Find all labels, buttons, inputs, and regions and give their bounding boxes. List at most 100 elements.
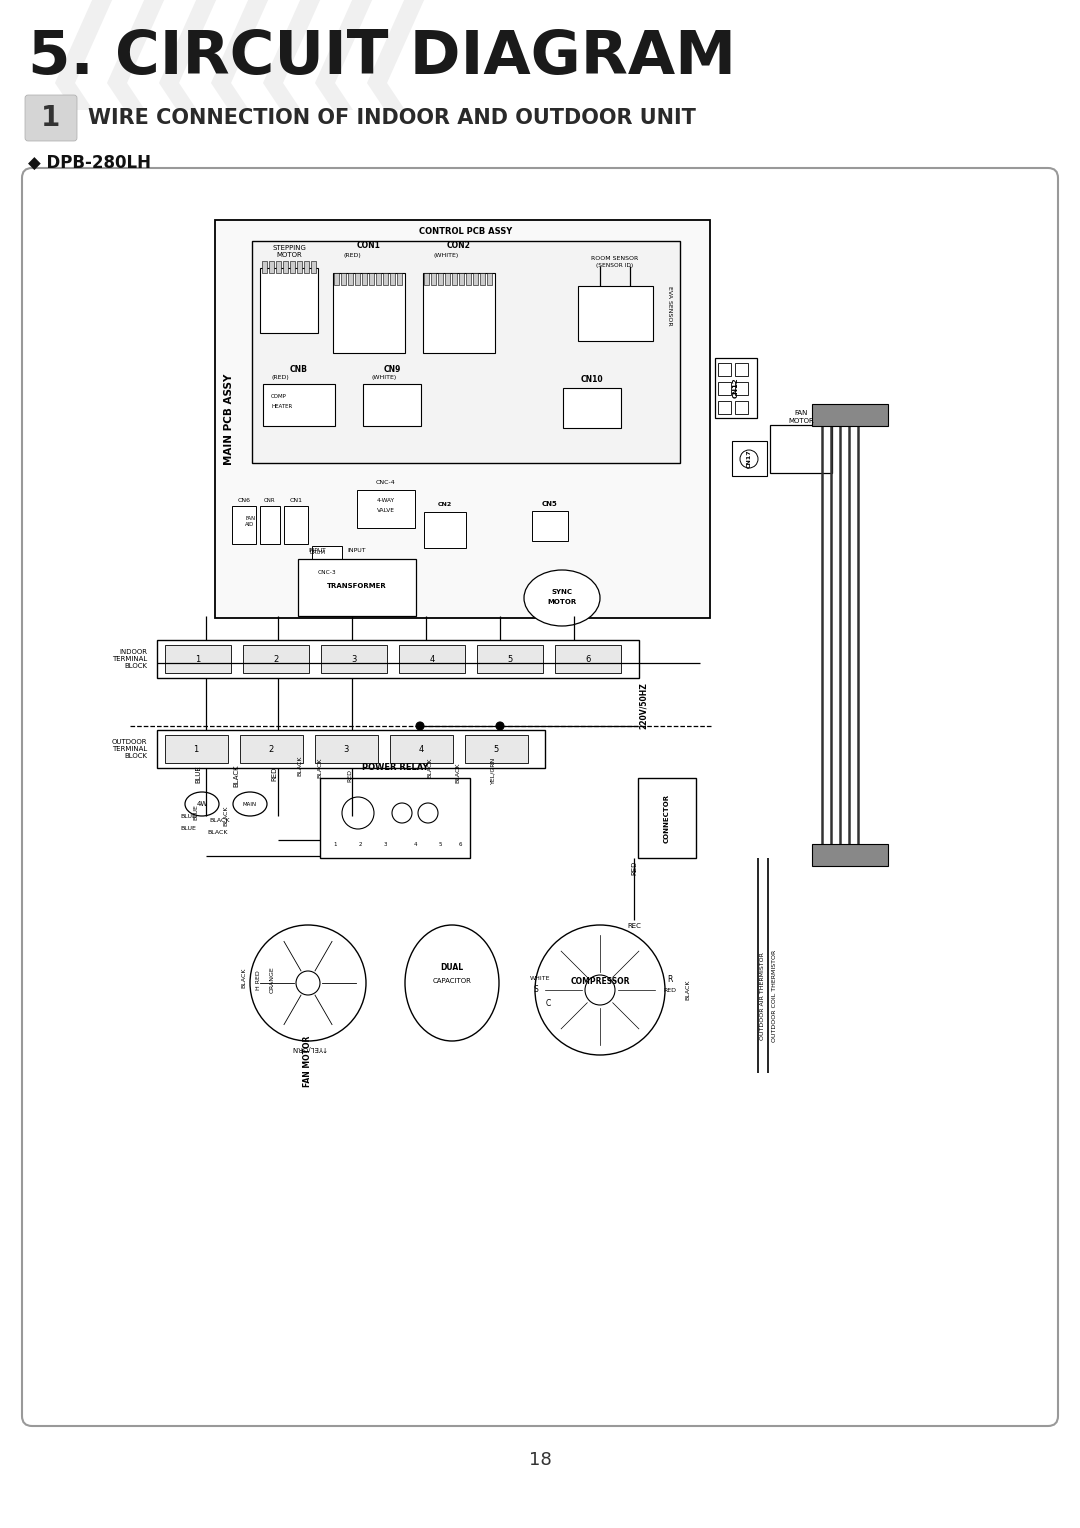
Bar xyxy=(363,384,421,426)
Text: C: C xyxy=(545,998,551,1007)
Bar xyxy=(812,403,888,426)
Text: BLACK: BLACK xyxy=(456,762,460,784)
Text: CN6: CN6 xyxy=(238,498,251,503)
Bar xyxy=(291,261,295,274)
Bar xyxy=(303,261,309,274)
Text: 220V/50HZ: 220V/50HZ xyxy=(638,683,648,729)
Text: COMPRESSOR: COMPRESSOR xyxy=(570,978,630,987)
FancyBboxPatch shape xyxy=(22,168,1058,1426)
Bar xyxy=(718,364,731,376)
Text: CN2: CN2 xyxy=(437,501,453,506)
Text: 4: 4 xyxy=(414,842,417,847)
Text: FAN MOTOR: FAN MOTOR xyxy=(303,1036,312,1086)
Text: 6: 6 xyxy=(458,842,462,847)
Ellipse shape xyxy=(524,570,600,626)
Bar xyxy=(718,382,731,396)
Bar xyxy=(477,645,543,672)
Text: MAIN PCB ASSY: MAIN PCB ASSY xyxy=(224,373,234,465)
Text: CN9: CN9 xyxy=(383,365,401,373)
Text: OUTDOOR AIR THERMISTOR: OUTDOOR AIR THERMISTOR xyxy=(759,952,765,1041)
Bar xyxy=(424,512,465,549)
Text: CNR: CNR xyxy=(265,498,275,503)
Text: BLACK: BLACK xyxy=(224,805,229,827)
Text: 1: 1 xyxy=(41,104,60,131)
Circle shape xyxy=(249,924,366,1041)
Polygon shape xyxy=(264,0,321,110)
Ellipse shape xyxy=(405,924,499,1041)
Bar xyxy=(431,274,436,286)
Bar xyxy=(532,510,568,541)
Text: TRANSFORMER: TRANSFORMER xyxy=(327,584,387,588)
Text: BLUE: BLUE xyxy=(180,825,195,831)
Text: BLACK: BLACK xyxy=(318,758,323,778)
Bar xyxy=(284,506,308,544)
Bar xyxy=(355,274,360,286)
Bar xyxy=(465,274,471,286)
Bar xyxy=(715,358,757,419)
Text: WHITE: WHITE xyxy=(530,975,550,981)
Text: 5: 5 xyxy=(438,842,442,847)
Text: ROOM SENSOR: ROOM SENSOR xyxy=(592,257,638,261)
Text: ◆ DPB-280LH: ◆ DPB-280LH xyxy=(28,154,151,173)
Text: BLUE: BLUE xyxy=(180,813,195,819)
Bar xyxy=(298,559,416,616)
Text: 1: 1 xyxy=(193,744,199,753)
Bar xyxy=(252,241,680,463)
Bar xyxy=(732,442,767,477)
Circle shape xyxy=(535,924,665,1054)
Text: ↑YEL/GRN: ↑YEL/GRN xyxy=(289,1045,326,1051)
Circle shape xyxy=(416,723,424,730)
Bar xyxy=(269,261,274,274)
Text: SYNC: SYNC xyxy=(552,588,572,594)
Polygon shape xyxy=(315,0,373,110)
Text: INDOOR
TERMINAL
BLOCK: INDOOR TERMINAL BLOCK xyxy=(111,649,147,669)
Circle shape xyxy=(585,975,615,1005)
Bar xyxy=(638,778,696,859)
Text: CONTROL PCB ASSY: CONTROL PCB ASSY xyxy=(419,226,513,235)
Bar xyxy=(465,735,528,762)
Text: REC: REC xyxy=(627,923,640,929)
Text: CNC-4: CNC-4 xyxy=(376,480,396,484)
Text: CN5: CN5 xyxy=(542,501,558,507)
Bar xyxy=(348,274,353,286)
Text: DRUM: DRUM xyxy=(310,550,326,556)
Bar xyxy=(283,261,288,274)
Bar xyxy=(157,640,639,678)
Text: MOTOR: MOTOR xyxy=(788,419,814,423)
Bar xyxy=(297,261,302,274)
Bar xyxy=(157,730,545,769)
Text: R: R xyxy=(667,975,673,984)
Text: DUAL: DUAL xyxy=(441,963,463,972)
Text: RED: RED xyxy=(348,770,352,782)
Text: RED: RED xyxy=(271,767,276,781)
Bar xyxy=(390,735,453,762)
Text: CONNECTOR: CONNECTOR xyxy=(664,793,670,842)
Bar xyxy=(438,274,443,286)
Polygon shape xyxy=(367,0,426,110)
Bar xyxy=(321,645,387,672)
Text: BLACK: BLACK xyxy=(233,764,239,787)
Text: CN17: CN17 xyxy=(746,449,752,468)
Bar xyxy=(812,843,888,866)
Text: MOTOR: MOTOR xyxy=(276,252,302,258)
Bar xyxy=(260,267,318,333)
Text: CN1: CN1 xyxy=(289,498,302,503)
Bar xyxy=(215,220,710,617)
Bar xyxy=(424,274,429,286)
Text: OUTDOOR COIL THERMISTOR: OUTDOOR COIL THERMISTOR xyxy=(771,950,777,1042)
Text: ORANGE: ORANGE xyxy=(270,967,274,993)
Bar xyxy=(487,274,492,286)
Text: CN10: CN10 xyxy=(581,376,604,385)
Bar xyxy=(390,274,395,286)
Text: S: S xyxy=(534,986,538,995)
Text: INPUT: INPUT xyxy=(348,549,366,553)
Text: RED: RED xyxy=(663,987,676,993)
Bar xyxy=(397,274,402,286)
Ellipse shape xyxy=(342,798,374,830)
Bar xyxy=(315,735,378,762)
Text: CON2: CON2 xyxy=(447,240,471,249)
Text: BLACK: BLACK xyxy=(207,830,228,834)
Bar xyxy=(453,274,457,286)
Text: 2: 2 xyxy=(359,842,362,847)
Text: 2: 2 xyxy=(268,744,273,753)
